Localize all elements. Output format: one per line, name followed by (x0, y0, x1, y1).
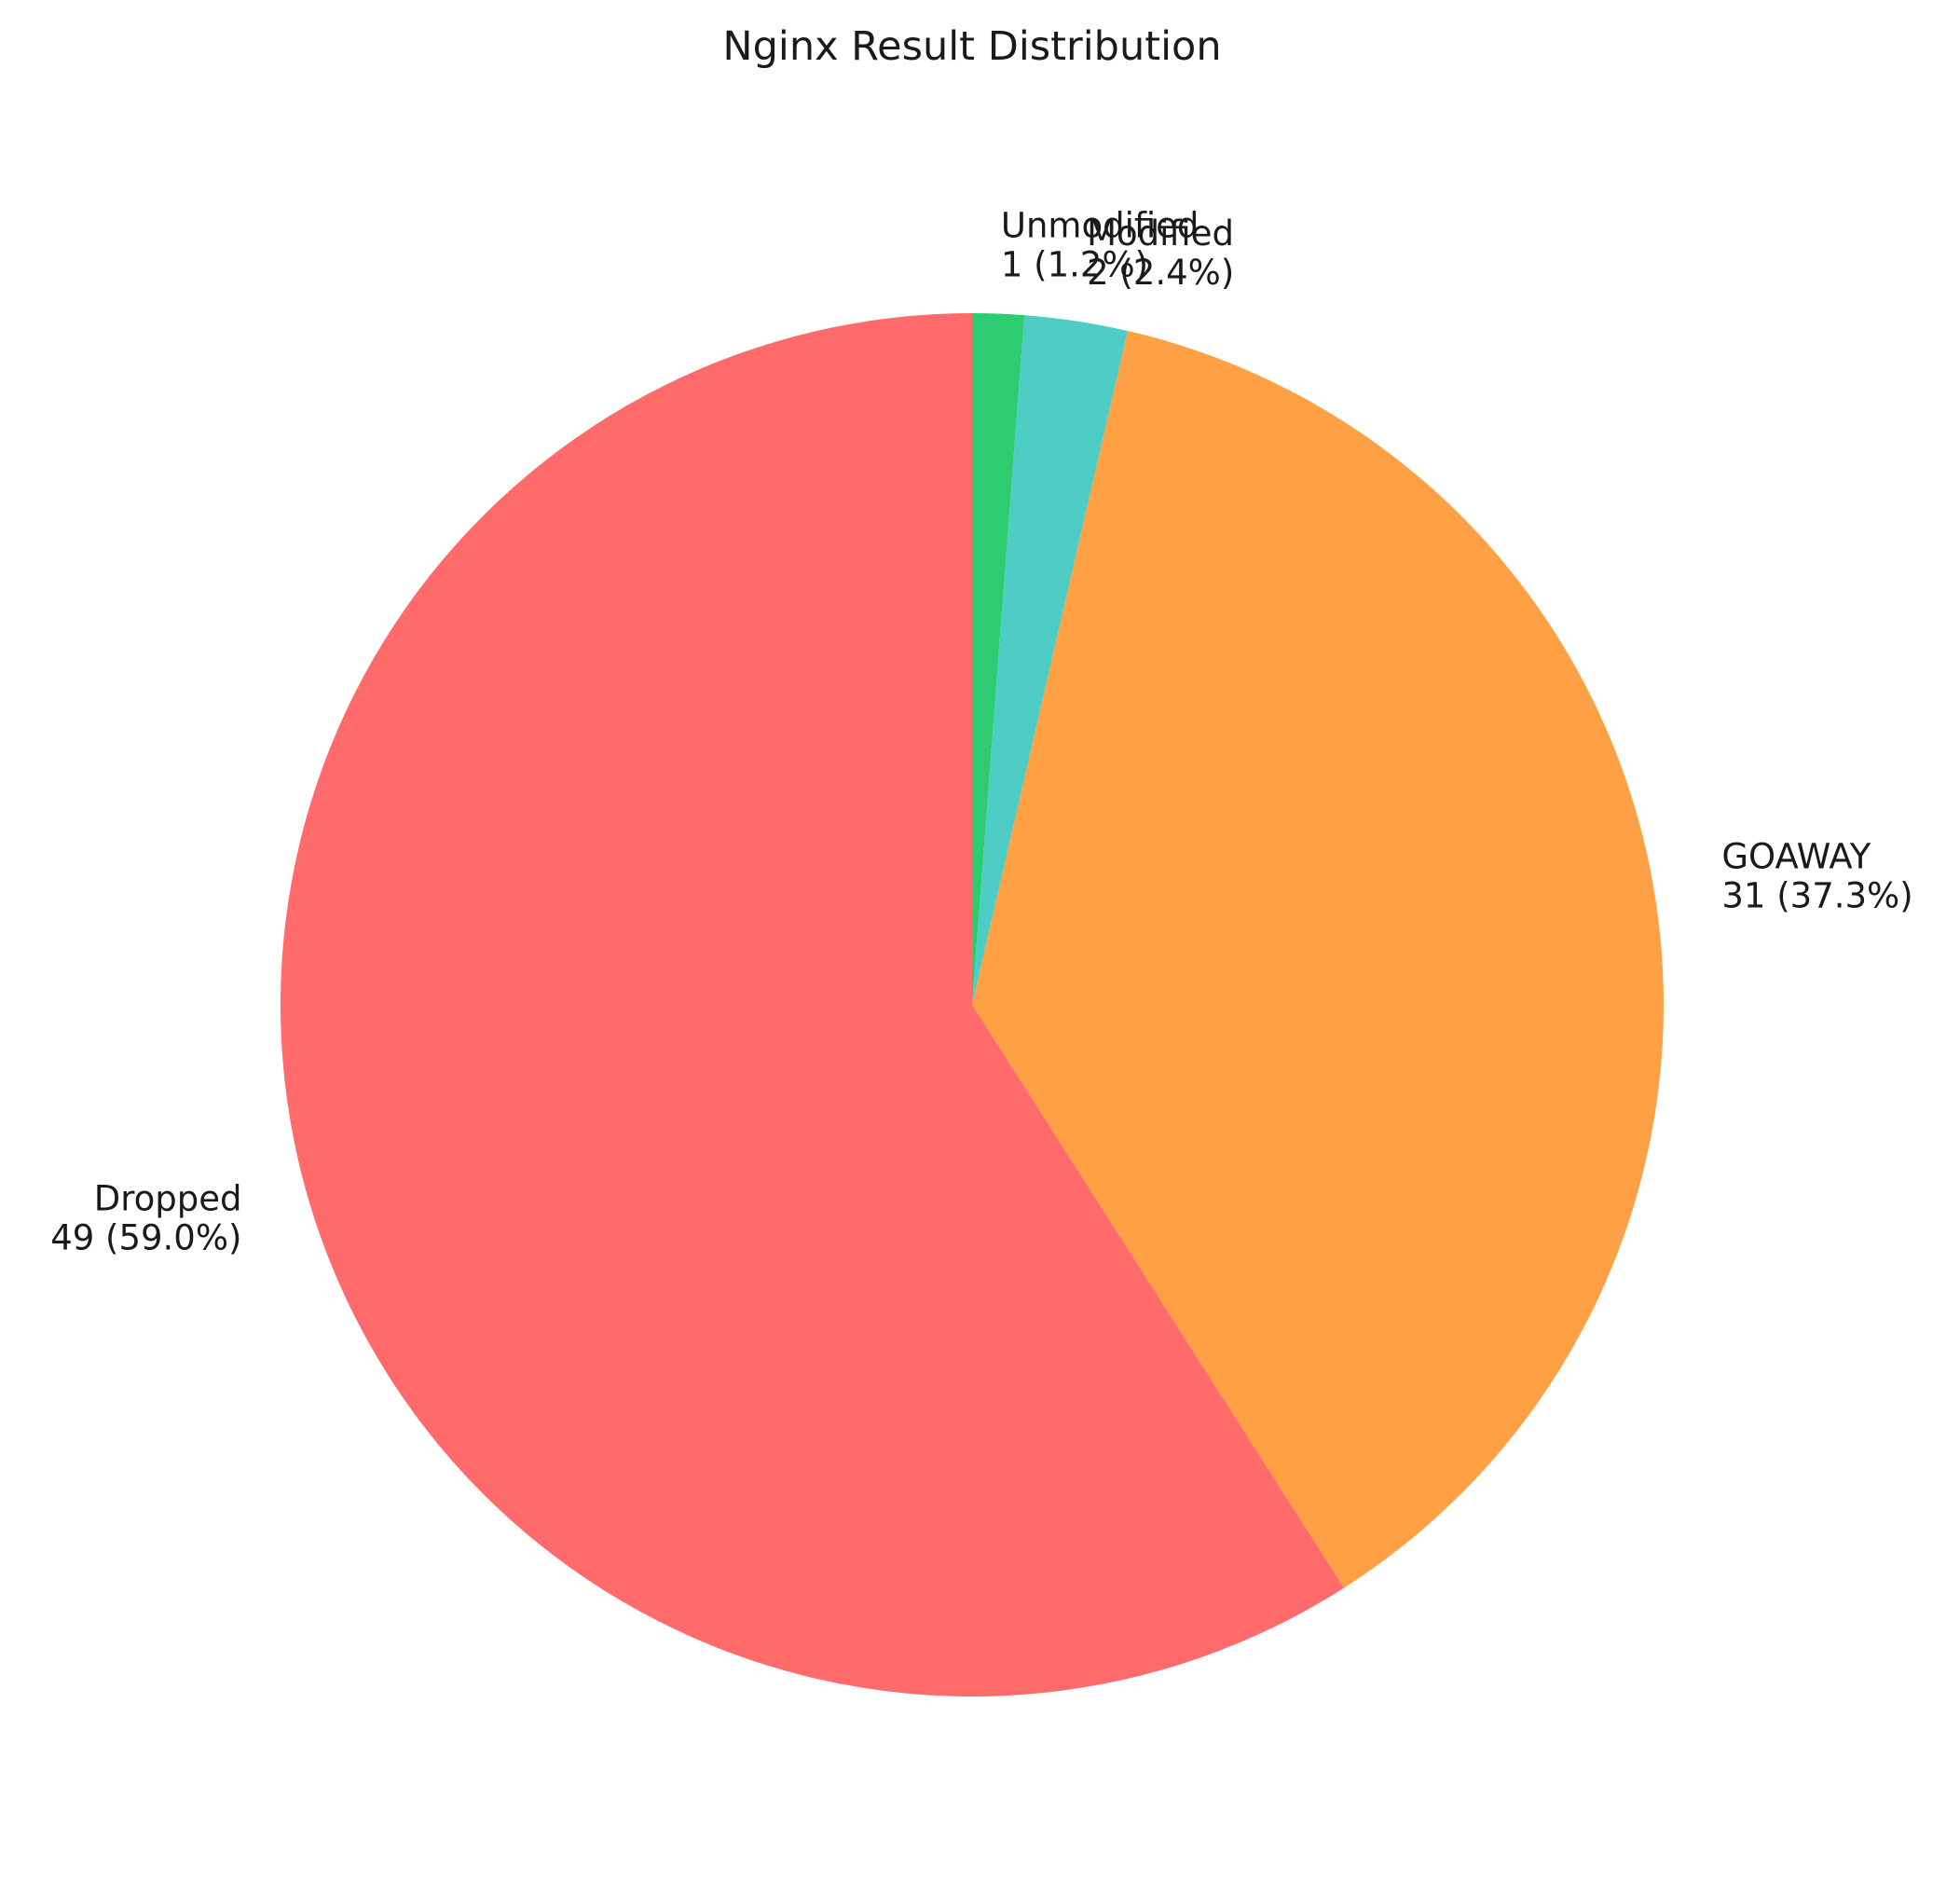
slice-label-name: GOAWAY (1721, 837, 1871, 877)
slice-label-value: 49 (59.0%) (50, 1218, 241, 1258)
pie-slice-modified (972, 315, 1129, 1005)
slice-label-name: Dropped (94, 1179, 242, 1219)
slice-label-value: 31 (37.3%) (1721, 876, 1912, 916)
slice-label-value: 2 (2.4%) (1087, 253, 1234, 293)
pie-labels: Unmodified 1 (1.2%)Modified 2 (2.4%) GOAWAY… (50, 205, 1912, 1257)
slice-label-modified: Modified 2 (2.4%) (1087, 213, 1234, 293)
pie-slices (280, 312, 1664, 1697)
slice-label-name: Modified (1087, 213, 1234, 254)
pie-slice-dropped (280, 312, 1345, 1697)
slice-label-value: 1 (1.2%) (1001, 244, 1148, 284)
chart-title: Nginx Result Distribution (722, 23, 1221, 70)
slice-label-goaway: GOAWAY 31 (37.3%) (1721, 837, 1912, 916)
slice-label-name: Unmodified (1001, 205, 1199, 245)
slice-label-dropped: Dropped 49 (59.0%) (50, 1179, 241, 1258)
pie-slice-unmodified (972, 313, 1025, 1005)
pie-slice-goaway (972, 331, 1664, 1588)
slice-label-unmodified: Unmodified 1 (1.2%) (1001, 205, 1199, 284)
